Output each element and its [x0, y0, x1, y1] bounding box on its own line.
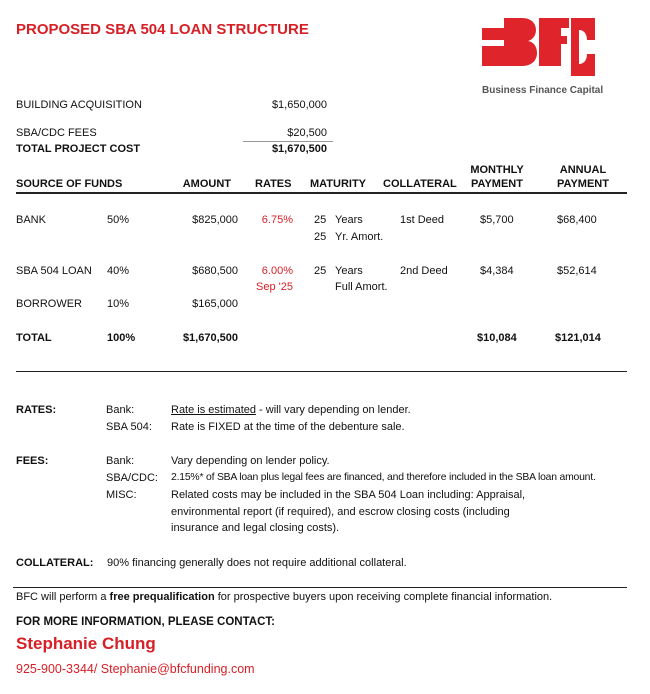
row-collateral: 1st Deed: [400, 214, 445, 226]
contact-name: Stephanie Chung: [16, 634, 156, 653]
header-annual: ANNUAL: [559, 164, 607, 176]
header-collateral: COLLATERAL: [383, 178, 457, 190]
subtotal-rule: [243, 141, 333, 142]
row-pct: 50%: [107, 214, 130, 226]
total-value: $1,670,500: [271, 143, 327, 155]
total-row-monthly: $10,084: [477, 332, 517, 344]
total-label: TOTAL PROJECT COST: [16, 143, 141, 155]
contact-phone: 925-900-3344/: [16, 662, 101, 676]
contact-email-link[interactable]: Stephanie@bfcfunding.com: [100, 662, 255, 676]
prequal-post: for prospective buyers upon receiving co…: [214, 591, 553, 603]
row-maturity-unit: Years: [335, 265, 363, 277]
logo-caption: Business Finance Capital: [482, 85, 604, 96]
row-annual: $68,400: [557, 214, 597, 226]
total-row-pct: 100%: [107, 332, 136, 344]
row-source: BORROWER: [16, 298, 82, 310]
fees-value: $20,500: [287, 127, 327, 139]
row-monthly: $5,700: [480, 214, 514, 226]
collateral-text: 90% financing generally does not require…: [107, 557, 407, 569]
row-amount: $165,000: [192, 298, 238, 310]
row-maturity-num: 25: [314, 214, 327, 226]
row-amort-num: 25: [314, 231, 327, 243]
fees-misc-label: MISC:: [106, 489, 137, 501]
rates-label: RATES:: [16, 404, 57, 416]
header-maturity: MATURITY: [310, 178, 367, 190]
row-collateral: 2nd Deed: [400, 265, 448, 277]
rates-bank-text: - will vary depending on lender.: [255, 404, 411, 416]
row-pct: 10%: [107, 298, 130, 310]
row-annual: $52,614: [557, 265, 597, 277]
row-amount: $825,000: [192, 214, 238, 226]
rates-sba-text: Rate is FIXED at the time of the debentu…: [171, 421, 405, 433]
row-amort: Full Amort.: [335, 281, 388, 293]
header-monthly: MONTHLY: [470, 164, 524, 176]
contact-info: 925-900-3344/ Stephanie@bfcfunding.com: [16, 661, 255, 677]
header-monthly-2: PAYMENT: [471, 178, 523, 190]
row-source: SBA 504 LOAN: [16, 265, 92, 277]
building-value: $1,650,000: [271, 99, 327, 111]
row-source: BANK: [16, 214, 46, 226]
header-amount: AMOUNT: [182, 178, 231, 190]
collateral-label: COLLATERAL:: [16, 557, 94, 569]
row-amort: Yr. Amort.: [335, 231, 384, 243]
table-bottom-rule: [16, 371, 627, 372]
row-rate: 6.00%: [261, 265, 293, 277]
fees-section-label: FEES:: [16, 455, 49, 467]
header-rule: [16, 192, 627, 194]
prequal-pre: BFC will perform a: [16, 591, 110, 603]
fees-misc-line-2: environmental report (if required), and …: [171, 506, 510, 518]
prequal-bold: free prequalification: [109, 591, 215, 603]
bfc-logo: [482, 16, 596, 78]
header-rates: RATES: [255, 178, 292, 190]
fees-sba-text: 2.15%* of SBA loan plus legal fees are f…: [171, 472, 596, 483]
fees-bank-label: Bank:: [106, 455, 135, 467]
contact-heading: FOR MORE INFORMATION, PLEASE CONTACT:: [16, 616, 275, 628]
fees-misc-line-1: Related costs may be included in the SBA…: [171, 489, 526, 501]
footer-rule: [13, 587, 627, 588]
row-maturity-num: 25: [314, 265, 327, 277]
fees-misc-line-3: insurance and legal closing costs).: [171, 522, 340, 534]
fees-bank-text: Vary depending on lender policy.: [171, 455, 330, 467]
header-source: SOURCE OF FUNDS: [16, 178, 123, 190]
row-monthly: $4,384: [480, 265, 514, 277]
fees-label: SBA/CDC FEES: [16, 127, 97, 139]
page-title: PROPOSED SBA 504 LOAN STRUCTURE: [16, 21, 309, 38]
fees-sba-label: SBA/CDC:: [106, 472, 158, 484]
row-rate-note: Sep '25: [256, 281, 293, 293]
total-row-label: TOTAL: [16, 332, 52, 344]
row-amount: $680,500: [192, 265, 238, 277]
total-row-annual: $121,014: [555, 332, 601, 344]
rates-bank-label: Bank:: [106, 404, 135, 416]
prequal-note: BFC will perform a free prequalification…: [16, 590, 552, 604]
rates-sba-label: SBA 504:: [106, 421, 152, 433]
row-pct: 40%: [107, 265, 130, 277]
rate-estimated-text: Rate is estimated: [171, 404, 256, 416]
rates-bank-note: Rate is estimated - will vary depending …: [171, 403, 411, 417]
header-annual-2: PAYMENT: [557, 178, 609, 190]
building-label: BUILDING ACQUISITION: [16, 99, 142, 111]
row-rate: 6.75%: [261, 214, 293, 226]
row-maturity-unit: Years: [335, 214, 363, 226]
total-row-amount: $1,670,500: [182, 332, 238, 344]
